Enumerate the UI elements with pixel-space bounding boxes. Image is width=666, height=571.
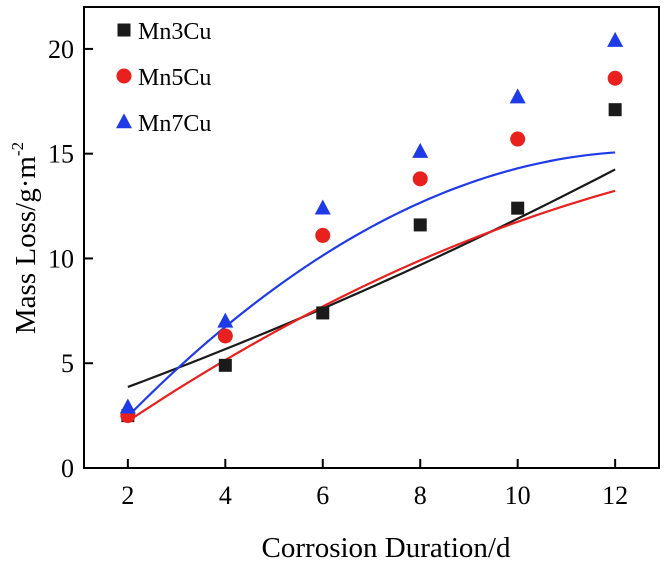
plot-frame	[83, 6, 660, 469]
point-mn7cu-10	[509, 88, 526, 104]
point-mn3cu-4	[218, 358, 232, 372]
point-mn7cu-12	[607, 31, 624, 47]
x-tick-label-8: 8	[414, 481, 427, 510]
fit-line-mn3cu	[127, 168, 616, 388]
y-tick-label-20: 20	[48, 35, 74, 64]
y-tick-label-10: 10	[48, 244, 74, 273]
y-tick-label-5: 5	[61, 349, 74, 378]
point-mn3cu-10	[511, 201, 525, 215]
fit-line-mn7cu	[127, 151, 616, 418]
fit-lines	[127, 151, 616, 423]
x-tick-label-10: 10	[505, 481, 531, 510]
point-mn3cu-12	[608, 103, 622, 117]
x-tick-label-6: 6	[316, 481, 329, 510]
point-mn7cu-4	[217, 312, 234, 328]
legend: Mn3Cu Mn5Cu Mn7Cu	[116, 19, 211, 137]
point-mn7cu-8	[412, 142, 429, 158]
y-tick-label-15: 15	[48, 140, 74, 169]
y-axis-label: Mass Loss/g·m-2	[8, 142, 42, 334]
legend-label-mn7cu: Mn7Cu	[138, 111, 211, 137]
y-axis-label-main: Mass Loss/g·m	[10, 156, 42, 334]
point-mn3cu-6	[316, 306, 330, 320]
legend-marker-mn7cu	[116, 113, 132, 129]
point-mn5cu-4	[217, 328, 233, 344]
x-axis-label: Corrosion Duration/d	[262, 532, 511, 564]
y-tick-label-0: 0	[61, 454, 74, 483]
legend-marker-mn5cu	[116, 68, 132, 84]
x-tick-label-2: 2	[121, 481, 134, 510]
point-mn5cu-8	[412, 171, 428, 187]
legend-marker-mn3cu	[117, 23, 131, 37]
legend-label-mn5cu: Mn5Cu	[138, 65, 211, 91]
point-mn3cu-8	[413, 218, 427, 232]
data-markers	[119, 31, 624, 424]
y-axis-label-superscript: -2	[8, 142, 27, 156]
axis-ticks: 2 4 6 8 10 12 0 5 10 15 20	[48, 35, 628, 510]
x-tick-label-12: 12	[602, 481, 628, 510]
point-mn7cu-2	[119, 398, 136, 414]
point-mn5cu-10	[510, 131, 526, 147]
point-mn7cu-6	[314, 199, 331, 215]
fit-line-mn5cu	[127, 189, 616, 423]
point-mn5cu-6	[315, 227, 331, 243]
point-mn5cu-12	[607, 70, 623, 86]
legend-label-mn3cu: Mn3Cu	[138, 19, 211, 45]
x-tick-label-4: 4	[219, 481, 232, 510]
